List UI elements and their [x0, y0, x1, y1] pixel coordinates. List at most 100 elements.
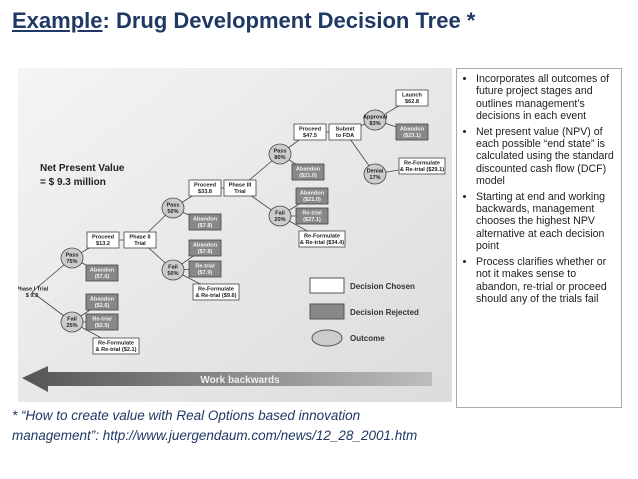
legend-chosen-swatch — [309, 277, 345, 294]
rejected-node — [188, 239, 222, 257]
node-label: ($21.0) — [299, 173, 317, 179]
bullet: Net present value (NPV) of each possible… — [476, 126, 615, 188]
node-label: Abandon — [193, 243, 218, 249]
node-label: ($27.1) — [303, 217, 321, 223]
node-label: Abandon — [400, 127, 425, 133]
outcome-node — [363, 163, 387, 185]
node-label: ($2.6) — [95, 303, 110, 309]
node-label: 83% — [369, 121, 380, 127]
node-label: Re-Formulate — [304, 234, 340, 240]
node-label: $33.8 — [198, 189, 212, 195]
rejected-node — [295, 207, 329, 225]
npv-label: Net Present Value — [40, 163, 125, 174]
bullet: Incorporates all outcomes of future proj… — [476, 73, 615, 123]
chosen-node — [192, 283, 240, 301]
outcome-node — [268, 205, 292, 227]
node-label: ($7.8) — [198, 249, 213, 255]
node-label: Fail — [67, 317, 77, 323]
node-label: Proceed — [92, 235, 115, 241]
legend-outcome-swatch — [311, 329, 343, 347]
legend-rejected-swatch — [309, 303, 345, 320]
legend-chosen: Decision Chosen — [350, 282, 415, 291]
node-label: ($21.0) — [303, 197, 321, 203]
chosen-node — [293, 123, 327, 141]
outcome-node — [60, 247, 84, 269]
outcome-node — [363, 109, 387, 131]
node-label: Abandon — [90, 268, 115, 274]
rejected-node — [295, 187, 329, 205]
rejected-node — [188, 213, 222, 231]
node-label: Pass — [166, 203, 179, 209]
node-label: Denial — [367, 169, 384, 175]
node-label: Abandon — [193, 217, 218, 223]
node-label: $47.5 — [303, 133, 317, 139]
title-rest: : Drug Development Decision Tree * — [102, 8, 476, 33]
node-label: Pass — [65, 253, 78, 259]
outcome-node — [60, 311, 84, 333]
node-label: Fail — [168, 265, 178, 271]
node-label: $62.8 — [405, 99, 419, 105]
bullet-list: Incorporates all outcomes of future proj… — [465, 73, 615, 305]
node-label: Phase II — [129, 235, 151, 241]
node-label: 20% — [274, 217, 285, 223]
outcome-node — [268, 143, 292, 165]
chosen-node — [123, 231, 157, 249]
node-label: $13.2 — [96, 241, 110, 247]
chosen-node — [298, 230, 346, 248]
node-label: to FDA — [336, 133, 354, 139]
node-label: Submit — [336, 127, 355, 133]
arrow-label: Work backwards — [200, 375, 280, 386]
outcome-node — [161, 197, 185, 219]
node-label: & Re-trial ($34.4) — [300, 240, 344, 246]
node-label: Trial — [134, 241, 146, 247]
node-label: Proceed — [299, 127, 322, 133]
node-label: Re-trial — [92, 317, 112, 323]
rejected-node — [291, 163, 325, 181]
node-label: Trial — [234, 189, 246, 195]
node-label: 75% — [66, 259, 77, 265]
node-label: ($23.1) — [403, 133, 421, 139]
node-label: ($7.6) — [95, 274, 110, 280]
work-backwards-arrow — [22, 366, 432, 392]
node-label: ($7.9) — [198, 270, 213, 276]
node-label: Approval — [363, 115, 388, 121]
rejected-node — [395, 123, 429, 141]
node-label: 25% — [66, 323, 77, 329]
node-label: Abandon — [296, 167, 321, 173]
node-label: Pass — [273, 149, 286, 155]
footnote-line: * “How to create value with Real Options… — [12, 408, 361, 423]
footnote-line: management”: http://www.juergendaum.com/… — [12, 428, 418, 443]
chosen-node — [86, 231, 120, 249]
node-label: 50% — [167, 209, 178, 215]
chosen-node — [398, 157, 446, 175]
node-label: 17% — [369, 175, 380, 181]
rejected-node — [85, 264, 119, 282]
node-label: $ 9.3 — [26, 293, 38, 299]
rejected-node — [85, 293, 119, 311]
npv-value: = $ 9.3 million — [40, 177, 106, 188]
node-label: & Re-trial ($29.1) — [400, 167, 444, 173]
rejected-node — [85, 313, 119, 331]
bullet: Starting at end and working backwards, m… — [476, 191, 615, 253]
chosen-node — [188, 179, 222, 197]
node-label: ($2.5) — [95, 323, 110, 329]
title-emphasis: Example — [12, 8, 103, 33]
legend-outcome: Outcome — [350, 334, 385, 343]
node-label: 80% — [274, 155, 285, 161]
node-label: Re-trial — [302, 211, 322, 217]
node-label: Re-Formulate — [404, 161, 440, 167]
footnote: * “How to create value with Real Options… — [12, 406, 417, 446]
node-label: ($7.8) — [198, 223, 213, 229]
node-label: & Re-trial ($9.6) — [195, 293, 236, 299]
node-label: Re-trial — [195, 264, 215, 270]
chosen-node — [395, 89, 429, 107]
node-label: Phase III — [229, 183, 252, 189]
chosen-node — [223, 179, 257, 197]
bullet: Process clarifies whether or not it make… — [476, 256, 615, 306]
chosen-node — [92, 337, 140, 355]
node-label: Launch — [402, 93, 422, 99]
title: Example: Drug Development Decision Tree … — [12, 8, 475, 34]
node-label: Abandon — [300, 191, 325, 197]
chosen-node — [328, 123, 362, 141]
